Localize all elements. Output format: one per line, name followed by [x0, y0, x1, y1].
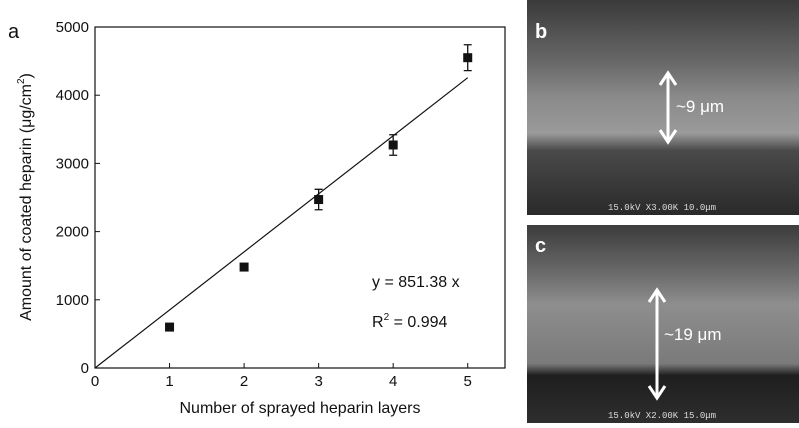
x-tick-label: 1	[165, 373, 173, 390]
arrow-head	[647, 287, 667, 401]
panel-label: b	[535, 21, 547, 43]
y-tick-label: 0	[81, 360, 89, 377]
fit-equation: y = 851.38 x	[372, 274, 460, 291]
arrow-head	[658, 70, 678, 145]
x-tick-label: 2	[240, 373, 248, 390]
panel-b: b ~9 μm 15.0kV X3.00K 10.0μm	[535, 21, 724, 213]
x-axis-title: Number of sprayed heparin layers	[179, 400, 420, 417]
y-axis-title-text: Amount of coated heparin (μg/cm	[18, 84, 35, 321]
y-axis-title: Amount of coated heparin (μg/cm2)	[16, 73, 35, 321]
y-axis-title-end: )	[18, 73, 35, 78]
x-tick-label: 0	[91, 373, 99, 390]
y-tick-label: 3000	[56, 155, 89, 172]
thickness-label: ~19 μm	[664, 325, 722, 344]
x-tick-label: 3	[314, 373, 322, 390]
sem-image	[527, 0, 799, 215]
y-tick-label: 2000	[56, 224, 89, 241]
panel-label: c	[535, 235, 546, 257]
fit-line	[94, 77, 469, 369]
thickness-label: ~9 μm	[676, 97, 724, 116]
panel-label: a	[8, 21, 20, 43]
y-tick-label: 5000	[56, 19, 89, 36]
sem-info: 15.0kV X2.00K 15.0μm	[608, 411, 716, 421]
r-squared-end: = 0.994	[389, 314, 447, 331]
r-squared-sup: 2	[384, 312, 390, 323]
data-point	[239, 262, 249, 272]
y-axis-title-sup: 2	[16, 78, 27, 84]
sem-info: 15.0kV X3.00K 10.0μm	[608, 203, 716, 213]
data-point	[314, 195, 324, 205]
chart: a Number of sprayed heparin layers Amoun…	[8, 19, 506, 417]
y-tick-label: 4000	[56, 87, 89, 104]
plot-frame	[94, 26, 506, 369]
r-squared-text: R	[372, 314, 384, 331]
x-tick-label: 4	[389, 373, 397, 390]
r-squared: R2 = 0.994	[372, 312, 448, 331]
x-tick-label: 5	[464, 373, 472, 390]
sem-image	[527, 225, 799, 423]
panel-c: c ~19 μm 15.0kV X2.00K 15.0μm	[535, 235, 722, 421]
y-tick-label: 1000	[56, 292, 89, 309]
data-point	[388, 140, 398, 150]
data-point	[165, 322, 175, 332]
data-point	[463, 53, 473, 63]
